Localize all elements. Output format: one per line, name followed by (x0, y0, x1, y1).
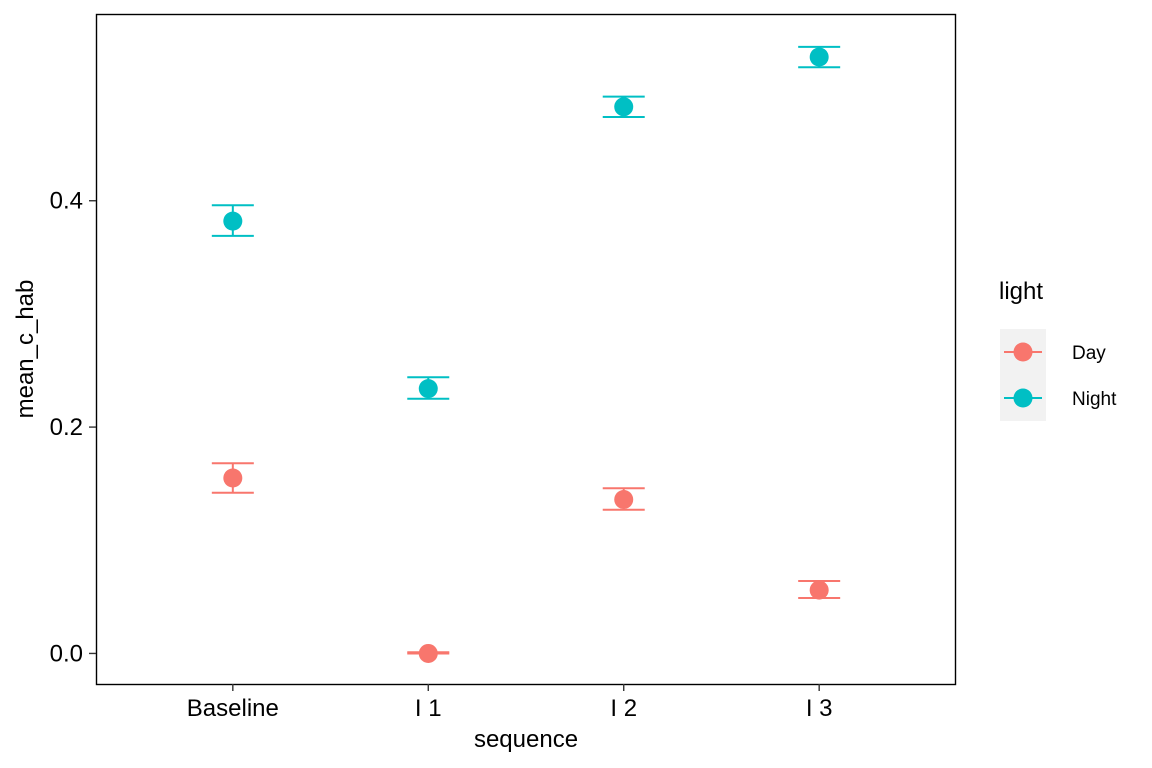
legend: light Day Night (999, 278, 1117, 421)
data-point (614, 97, 634, 117)
plot-panel (95, 13, 957, 686)
legend-title: light (999, 278, 1043, 305)
series-day (211, 462, 841, 663)
x-tick-label: Baseline (187, 695, 279, 722)
legend-key-point (1013, 388, 1033, 408)
legend-items: Day Night (1004, 342, 1117, 410)
x-axis-title: sequence (474, 726, 578, 753)
data-point (418, 379, 438, 399)
series-layer (211, 45, 841, 663)
x-tick-label: I 1 (415, 695, 442, 722)
series-night (211, 45, 841, 400)
y-axis-title: mean_c_hab (12, 280, 39, 419)
legend-item-day: Day (1004, 342, 1106, 364)
legend-label: Night (1072, 389, 1117, 410)
x-tick-label: I 2 (610, 695, 637, 722)
legend-item-night: Night (1004, 388, 1117, 410)
data-point (809, 580, 829, 600)
data-point (223, 468, 243, 488)
data-point (418, 643, 438, 663)
x-tick-label: I 3 (806, 695, 833, 722)
x-axis: Baseline I 1 I 2 I 3 (187, 684, 833, 722)
y-axis: 0.0 0.2 0.4 (50, 188, 96, 667)
legend-label: Day (1072, 343, 1106, 364)
legend-key-point (1013, 342, 1033, 362)
y-tick-label: 0.2 (50, 414, 83, 441)
data-point (809, 47, 829, 67)
y-tick-label: 0.4 (50, 188, 83, 215)
data-point (614, 490, 634, 510)
data-point (223, 211, 243, 231)
y-tick-label: 0.0 (50, 640, 83, 667)
